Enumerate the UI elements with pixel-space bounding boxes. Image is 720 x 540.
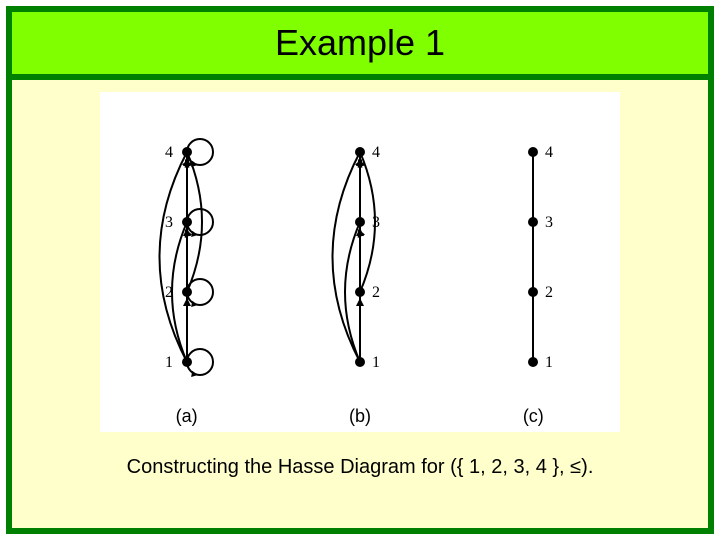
subfigure-a-svg: 1 2 3 4: [107, 102, 267, 402]
svg-text:1: 1: [372, 354, 380, 371]
caption-suffix: ).: [581, 456, 593, 478]
subfigure-c: 1 2 3 4 (c): [453, 102, 613, 427]
subfigure-b-svg: 1 2 3 4: [280, 102, 440, 402]
slide-frame: Example 1 1 2 3 4 (a) 1 2 3 4 (b) 1 2 3 4 (c) Con…: [6, 6, 714, 534]
svg-text:4: 4: [545, 144, 553, 161]
caption-prefix: Constructing the Hasse Diagram for ({ 1,…: [127, 456, 571, 478]
content-area: 1 2 3 4 (a) 1 2 3 4 (b) 1 2 3 4 (c) Constructing …: [12, 80, 708, 528]
subfigure-b: 1 2 3 4 (b): [280, 102, 440, 427]
subfigure-a: 1 2 3 4 (a): [107, 102, 267, 427]
svg-text:3: 3: [545, 214, 553, 231]
svg-text:3: 3: [372, 214, 380, 231]
svg-text:2: 2: [372, 284, 380, 301]
leq-symbol: ≤: [570, 456, 581, 478]
svg-text:1: 1: [165, 354, 173, 371]
title-bar: Example 1: [12, 12, 708, 80]
slide-title: Example 1: [12, 22, 708, 64]
svg-text:2: 2: [165, 284, 173, 301]
svg-text:4: 4: [372, 144, 380, 161]
svg-text:2: 2: [545, 284, 553, 301]
diagram-panel: 1 2 3 4 (a) 1 2 3 4 (b) 1 2 3 4 (c): [100, 92, 620, 432]
caption: Constructing the Hasse Diagram for ({ 1,…: [127, 456, 594, 479]
subfigure-c-svg: 1 2 3 4: [453, 102, 613, 402]
subfigure-b-label: (b): [349, 406, 371, 427]
svg-text:1: 1: [545, 354, 553, 371]
svg-text:3: 3: [165, 214, 173, 231]
svg-text:4: 4: [165, 144, 173, 161]
subfigure-a-label: (a): [176, 406, 198, 427]
subfigure-c-label: (c): [523, 406, 544, 427]
